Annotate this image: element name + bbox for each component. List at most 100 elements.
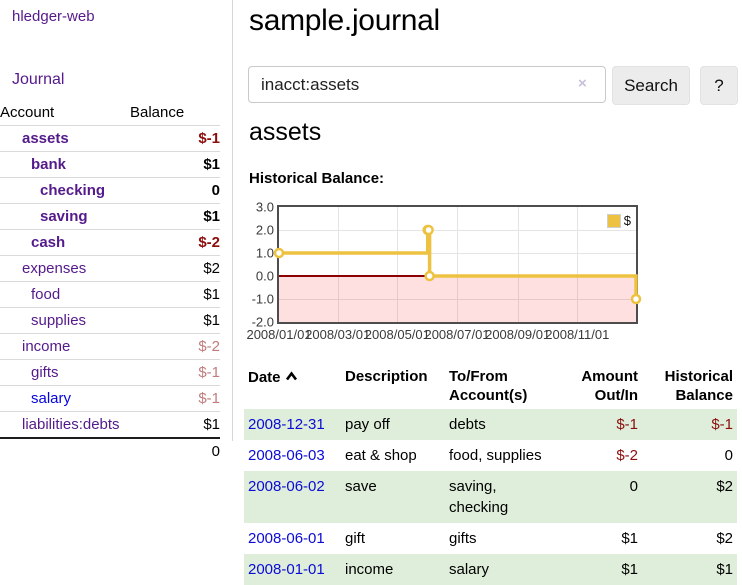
account-link[interactable]: salary	[31, 390, 72, 407]
transaction-date-link[interactable]: 2008-12-31	[248, 416, 325, 433]
transaction-balance: 0	[724, 447, 733, 464]
transactions-header-row: Date Description To/From Account(s) Amou…	[244, 362, 737, 409]
total-spacer	[0, 438, 130, 464]
data-point-marker	[630, 293, 642, 305]
transaction-date-cell: 2008-01-01	[244, 554, 341, 585]
account-link[interactable]: supplies	[31, 312, 87, 329]
nav-journal-link[interactable]: Journal	[12, 71, 65, 88]
transaction-description: gift	[345, 530, 366, 547]
accounts-column-header: Account	[0, 104, 55, 121]
y-axis-tick-label: 2.0	[255, 222, 274, 238]
transactions-table: Date Description To/From Account(s) Amou…	[244, 362, 737, 585]
account-link[interactable]: food	[31, 286, 61, 303]
account-name-cell: expenses	[0, 256, 130, 282]
account-balance: 0	[211, 182, 220, 199]
account-link[interactable]: cash	[31, 234, 66, 251]
transaction-row: 2008-06-03 eat & shop food, supplies $-2 0	[244, 440, 737, 471]
transaction-date-link[interactable]: 2008-06-02	[248, 478, 325, 495]
date-column-header[interactable]: Date	[244, 362, 341, 409]
account-link[interactable]: income	[22, 338, 71, 355]
transaction-accounts: salary	[449, 561, 490, 578]
page-title: sample.journal	[249, 4, 440, 37]
transaction-date-link[interactable]: 2008-06-03	[248, 447, 325, 464]
accounts-total-row: 0	[0, 438, 220, 464]
account-balance: $1	[203, 156, 220, 173]
transaction-amount: 0	[629, 478, 638, 495]
accounts-header-row: Account Balance	[0, 100, 220, 126]
y-axis-tick-label: 1.0	[255, 245, 274, 261]
transaction-amount: $1	[621, 530, 638, 547]
account-link[interactable]: assets	[22, 130, 69, 147]
account-row: food $1	[0, 281, 220, 308]
app-brand-link[interactable]: hledger-web	[12, 8, 95, 25]
balance-column-header: Balance	[130, 104, 185, 121]
account-name-cell: liabilities:debts	[0, 412, 130, 439]
account-row: liabilities:debts $1	[0, 411, 220, 439]
accounts-column-header[interactable]: To/From Account(s)	[449, 368, 528, 404]
negative-region-shading	[279, 276, 636, 322]
amount-column-header[interactable]: Amount Out/In	[581, 368, 638, 404]
transaction-accounts: debts	[449, 416, 486, 433]
legend-label: $	[623, 213, 631, 228]
account-name-cell: gifts	[0, 360, 130, 386]
transaction-row: 2008-12-31 pay off debts $-1 $-1	[244, 409, 737, 440]
transaction-amount: $-2	[616, 447, 638, 464]
account-link[interactable]: gifts	[31, 364, 59, 381]
account-link[interactable]: expenses	[22, 260, 87, 277]
x-axis-tick-label: 2008/03/01	[305, 327, 371, 342]
account-row: bank $1	[0, 151, 220, 178]
account-link[interactable]: saving	[40, 208, 88, 225]
vertical-gridline	[457, 207, 458, 322]
help-button[interactable]: ?	[700, 66, 738, 105]
search-input[interactable]	[248, 66, 606, 103]
search-button[interactable]: Search	[612, 66, 690, 105]
account-row: salary $-1	[0, 385, 220, 412]
transaction-balance: $2	[716, 530, 733, 547]
account-name-cell: salary	[0, 386, 130, 412]
data-point-marker	[273, 247, 285, 259]
account-row: checking 0	[0, 177, 220, 204]
transaction-date-link[interactable]: 2008-06-01	[248, 530, 325, 547]
account-link[interactable]: bank	[31, 156, 67, 173]
account-balance: $-1	[198, 130, 220, 147]
account-balance: $1	[203, 416, 220, 433]
transaction-accounts: food, supplies	[449, 447, 542, 464]
transaction-amount: $1	[621, 561, 638, 578]
account-balance: $1	[203, 312, 220, 329]
balance-step-line	[279, 228, 638, 299]
y-axis-tick-label: -1.0	[251, 291, 274, 307]
transaction-date-cell: 2008-06-01	[244, 523, 341, 554]
account-row: gifts $-1	[0, 359, 220, 386]
account-name-cell: income	[0, 334, 130, 360]
transaction-date-link[interactable]: 2008-01-01	[248, 561, 325, 578]
sort-ascending-icon	[285, 367, 298, 386]
account-row: cash $-2	[0, 229, 220, 256]
account-row: saving $1	[0, 203, 220, 230]
transaction-date-cell: 2008-12-31	[244, 409, 341, 440]
account-link[interactable]: checking	[40, 182, 106, 199]
historical-balance-label: Historical Balance:	[249, 170, 385, 187]
account-name-cell: supplies	[0, 308, 130, 334]
transaction-row: 2008-06-02 save saving, checking 0 $2	[244, 471, 737, 523]
account-balance: $-1	[198, 364, 220, 381]
transaction-date-cell: 2008-06-02	[244, 471, 341, 523]
balance-column-header[interactable]: Historical Balance	[664, 368, 733, 404]
vertical-gridline	[337, 207, 339, 322]
chart-plot: $	[273, 205, 642, 324]
transaction-accounts: saving, checking	[449, 478, 509, 516]
clear-search-icon[interactable]: ×	[578, 75, 587, 92]
x-axis-tick-label: 2008/11/01	[545, 327, 610, 342]
description-column-header[interactable]: Description	[345, 368, 428, 385]
y-axis-tick-label: -2.0	[251, 314, 274, 330]
historical-balance-chart: $ 3.0 2.0 1.0 0.0 -1.0 -2.0 2008/01/01 2008/03/…	[246, 198, 742, 343]
y-axis-tick-label: 0.0	[255, 268, 274, 284]
data-point-marker	[424, 270, 435, 282]
data-point-marker	[423, 224, 434, 236]
account-balance: $2	[203, 260, 220, 277]
main-content: sample.journal × Search ? assets Histori…	[244, 0, 742, 585]
account-name-cell: cash	[0, 230, 130, 256]
transaction-row: 2008-01-01 income salary $1 $1	[244, 554, 737, 585]
account-link[interactable]: liabilities:debts	[22, 416, 120, 433]
search-form: × Search ?	[248, 66, 742, 105]
account-row: expenses $2	[0, 255, 220, 282]
